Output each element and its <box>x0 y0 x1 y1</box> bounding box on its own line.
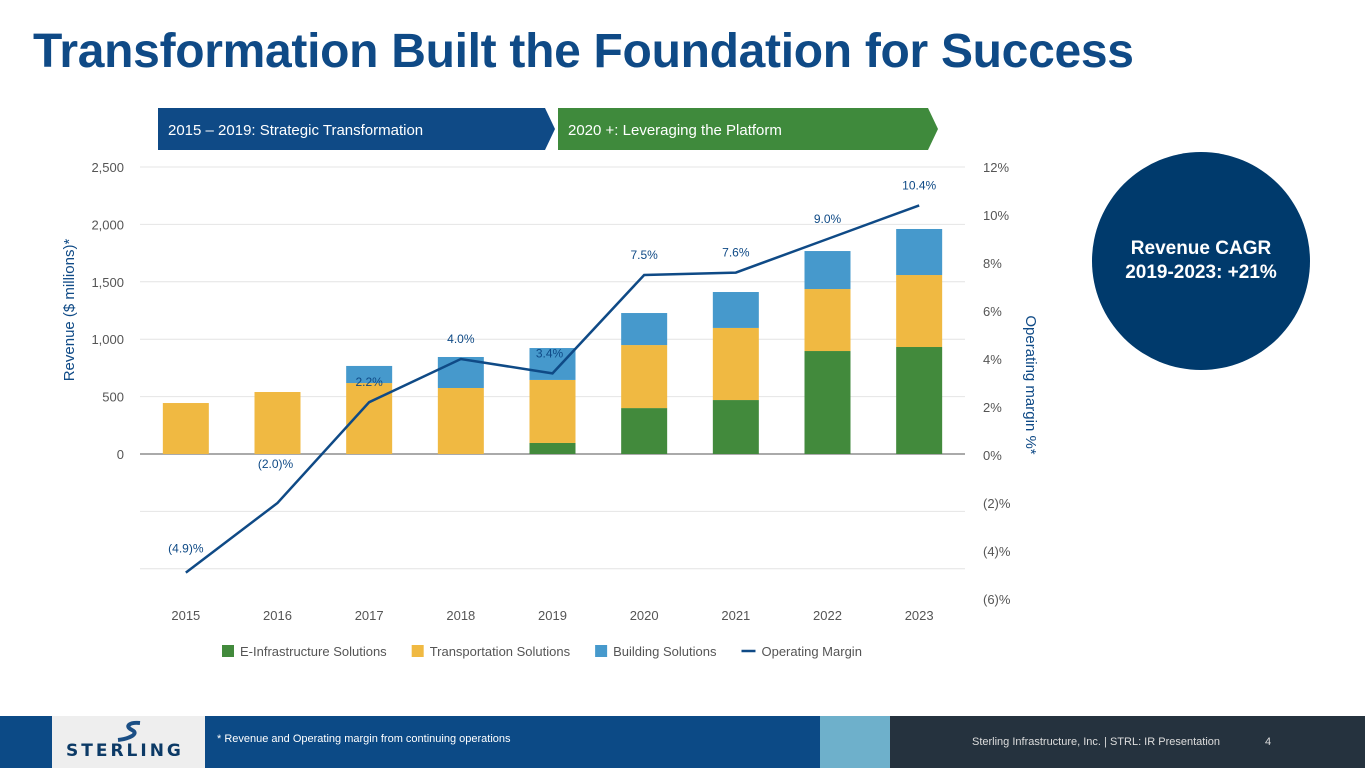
y-axis-title: Revenue ($ millions)* <box>61 239 78 382</box>
y-tick-label: 1,000 <box>91 332 124 347</box>
bar-e-infrastructure-solutions-2021 <box>712 400 759 454</box>
y2-tick-label: (4)% <box>983 544 1011 559</box>
y-tick-label: 500 <box>102 390 124 405</box>
revenue-margin-chart: 2015 – 2019: Strategic Transformation 202… <box>61 108 1039 659</box>
legend-label: E-Infrastructure Solutions <box>240 644 387 659</box>
bar-building-solutions-2020 <box>621 313 668 346</box>
footer: STERLING * Revenue and Operating margin … <box>0 716 1365 768</box>
margin-data-label: 7.6% <box>722 246 750 260</box>
phase-banner-transformation <box>158 108 555 150</box>
margin-data-label: 3.4% <box>536 346 564 360</box>
footer-source: Sterling Infrastructure, Inc. | STRL: IR… <box>971 736 1220 748</box>
y-tick-label: 0 <box>117 447 124 462</box>
footer-bar-right <box>890 716 1365 768</box>
y2-axis-title: Operating margin %* <box>1022 315 1039 454</box>
operating-margin-line <box>185 204 920 574</box>
bar-transportation-solutions-2018 <box>437 387 484 454</box>
x-tick-label: 2023 <box>905 608 934 623</box>
bar-transportation-solutions-2015 <box>162 403 209 454</box>
bar-transportation-solutions-2016 <box>254 392 301 454</box>
y2-tick-label: (6)% <box>983 592 1011 607</box>
y2-tick-label: 10% <box>983 208 1009 223</box>
x-tick-label: 2022 <box>813 608 842 623</box>
bar-transportation-solutions-2020 <box>621 345 668 409</box>
x-tick-label: 2017 <box>355 608 384 623</box>
legend-swatch <box>595 645 608 657</box>
y2-tick-label: 8% <box>983 256 1002 271</box>
bar-e-infrastructure-solutions-2020 <box>621 408 668 454</box>
margin-data-label: (4.9)% <box>168 542 204 556</box>
phase-banner-platform <box>558 108 938 150</box>
y2-tick-label: 0% <box>983 448 1002 463</box>
footer-bar-main: * Revenue and Operating margin from cont… <box>205 716 820 768</box>
callout-line1: Revenue CAGR <box>1130 238 1272 259</box>
footer-accent <box>820 716 890 768</box>
x-tick-label: 2015 <box>171 608 200 623</box>
phase-label-platform: 2020 +: Leveraging the Platform <box>568 122 782 139</box>
page-title: Transformation Built the Foundation for … <box>33 25 1134 78</box>
bar-building-solutions-2021 <box>712 292 759 328</box>
y-tick-label: 2,000 <box>91 217 124 232</box>
bar-e-infrastructure-solutions-2023 <box>896 347 943 454</box>
margin-data-label: 9.0% <box>814 212 842 226</box>
y2-tick-label: 6% <box>983 304 1002 319</box>
y-tick-label: 1,500 <box>91 275 124 290</box>
margin-data-label: 2.2% <box>355 375 383 389</box>
bar-building-solutions-2017 <box>346 365 393 384</box>
legend-label: Operating Margin <box>761 644 861 659</box>
callout-line2: 2019-2023: +21% <box>1125 262 1277 283</box>
bar-transportation-solutions-2021 <box>712 327 759 401</box>
margin-data-label: 7.5% <box>630 248 658 262</box>
legend-swatch <box>411 645 424 657</box>
margin-data-label: (2.0)% <box>258 457 294 471</box>
y2-tick-label: 2% <box>983 400 1002 415</box>
bar-transportation-solutions-2019 <box>529 379 576 443</box>
x-tick-label: 2019 <box>538 608 567 623</box>
x-tick-label: 2020 <box>630 608 659 623</box>
bar-building-solutions-2023 <box>896 228 943 276</box>
margin-data-label: 4.0% <box>447 332 475 346</box>
y-tick-label: 2,500 <box>91 160 124 175</box>
margin-data-label: 10.4% <box>902 178 936 192</box>
y2-tick-label: 4% <box>983 352 1002 367</box>
bar-e-infrastructure-solutions-2022 <box>804 351 851 454</box>
logo-mark-icon <box>117 720 141 742</box>
phase-label-transformation: 2015 – 2019: Strategic Transformation <box>168 122 423 139</box>
y2-tick-label: (2)% <box>983 496 1011 511</box>
x-tick-label: 2018 <box>446 608 475 623</box>
legend-label: Building Solutions <box>613 644 717 659</box>
bar-building-solutions-2022 <box>804 251 851 290</box>
sterling-logo: STERLING <box>52 716 205 768</box>
legend-swatch <box>222 645 234 657</box>
legend-label: Transportation Solutions <box>430 644 571 659</box>
bar-e-infrastructure-solutions-2019 <box>529 442 576 454</box>
footnote: * Revenue and Operating margin from cont… <box>217 733 511 745</box>
revenue-cagr-callout: Revenue CAGR 2019-2023: +21% <box>1092 152 1310 370</box>
y2-tick-label: 12% <box>983 160 1009 175</box>
bar-transportation-solutions-2022 <box>804 289 851 352</box>
footer-bar-left <box>0 716 52 768</box>
x-tick-label: 2016 <box>263 608 292 623</box>
x-tick-label: 2021 <box>721 608 750 623</box>
page-number: 4 <box>1265 736 1272 748</box>
bar-transportation-solutions-2023 <box>896 275 943 348</box>
